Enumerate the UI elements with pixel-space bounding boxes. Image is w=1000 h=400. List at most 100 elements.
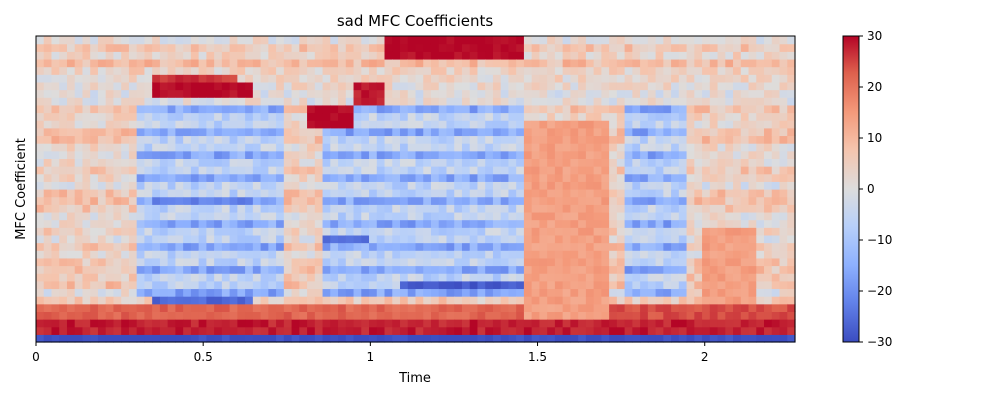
heatmap-cell xyxy=(539,51,548,60)
heatmap-cell xyxy=(585,319,595,328)
heatmap-cell xyxy=(392,135,401,144)
heatmap-cell xyxy=(400,280,409,290)
heatmap-cell xyxy=(276,311,285,320)
heatmap-cell xyxy=(516,280,525,290)
heatmap-cell xyxy=(771,311,781,320)
heatmap-cell xyxy=(353,189,362,198)
heatmap-cell xyxy=(508,173,517,182)
heatmap-cell xyxy=(82,89,91,98)
heatmap-cell xyxy=(97,74,107,83)
heatmap-cell xyxy=(136,280,146,290)
heatmap-cell xyxy=(554,273,564,282)
heatmap-cell xyxy=(345,326,355,335)
heatmap-cell xyxy=(671,280,680,290)
heatmap-cell xyxy=(632,97,641,106)
heatmap-cell xyxy=(686,143,695,152)
heatmap-cell xyxy=(82,334,91,343)
heatmap-cell xyxy=(578,173,587,182)
heatmap-cell xyxy=(121,227,130,236)
heatmap-cell xyxy=(531,211,541,221)
heatmap-cell xyxy=(461,319,471,328)
heatmap-cell xyxy=(376,296,386,305)
heatmap-cell xyxy=(291,58,300,68)
heatmap-cell xyxy=(183,120,192,129)
heatmap-cell xyxy=(175,143,184,152)
heatmap-cell xyxy=(113,288,122,297)
heatmap-cell xyxy=(415,234,424,244)
heatmap-cell xyxy=(492,234,502,244)
heatmap-cell xyxy=(446,303,455,312)
heatmap-cell xyxy=(121,219,130,228)
heatmap-cell xyxy=(369,143,378,152)
heatmap-cell xyxy=(51,135,60,144)
heatmap-cell xyxy=(245,273,254,282)
heatmap-cell xyxy=(585,196,595,205)
heatmap-cell xyxy=(733,43,742,52)
heatmap-cell xyxy=(523,89,533,98)
heatmap-cell xyxy=(632,319,641,328)
heatmap-cell xyxy=(74,196,84,205)
heatmap-cell xyxy=(353,211,362,221)
heatmap-cell xyxy=(585,97,595,106)
heatmap-cell xyxy=(97,81,107,91)
heatmap-cell xyxy=(454,242,463,251)
heatmap-cell xyxy=(764,265,773,274)
heatmap-cell xyxy=(585,66,595,75)
heatmap-cell xyxy=(694,135,703,144)
heatmap-cell xyxy=(702,112,711,121)
heatmap-cell xyxy=(338,280,347,290)
heatmap-cell xyxy=(717,204,726,213)
heatmap-cell xyxy=(671,66,680,75)
heatmap-cell xyxy=(59,204,68,213)
heatmap-cell xyxy=(190,36,200,45)
heatmap-cell xyxy=(516,319,525,328)
heatmap-cell xyxy=(167,280,176,290)
heatmap-cell xyxy=(97,112,107,121)
heatmap-cell xyxy=(446,166,455,175)
heatmap-cell xyxy=(198,112,207,121)
heatmap-cell xyxy=(647,334,657,343)
heatmap-cell xyxy=(454,166,463,175)
heatmap-cell xyxy=(128,211,138,221)
heatmap-cell xyxy=(183,150,192,159)
heatmap-cell xyxy=(717,219,726,228)
heatmap-cell xyxy=(330,296,339,305)
heatmap-cell xyxy=(90,112,99,121)
heatmap-cell xyxy=(82,166,91,175)
heatmap-cell xyxy=(36,242,45,251)
heatmap-cell xyxy=(237,303,246,312)
heatmap-cell xyxy=(82,234,91,244)
heatmap-cell xyxy=(585,296,595,305)
heatmap-cell xyxy=(423,296,432,305)
heatmap-cell xyxy=(461,127,471,137)
heatmap-cell xyxy=(539,334,548,343)
heatmap-cell xyxy=(245,211,254,221)
heatmap-cell xyxy=(66,280,76,290)
heatmap-cell xyxy=(376,104,386,114)
heatmap-cell xyxy=(516,242,525,251)
heatmap-cell xyxy=(237,51,246,60)
colorbar-tick-label: −20 xyxy=(867,284,892,298)
heatmap-cell xyxy=(338,120,347,129)
heatmap-cell xyxy=(237,280,246,290)
heatmap-cell xyxy=(601,227,610,236)
heatmap-cell xyxy=(748,204,757,213)
heatmap-cell xyxy=(330,242,339,251)
heatmap-cell xyxy=(198,219,207,228)
heatmap-cell xyxy=(585,43,595,52)
heatmap-cell xyxy=(508,158,517,167)
heatmap-cell xyxy=(159,319,169,328)
heatmap-cell xyxy=(82,150,91,159)
heatmap-cell xyxy=(407,257,417,267)
heatmap-cell xyxy=(136,196,146,205)
heatmap-cell xyxy=(152,89,161,98)
heatmap-cell xyxy=(578,58,587,68)
heatmap-cell xyxy=(531,120,541,129)
heatmap-cell xyxy=(671,97,680,106)
heatmap-cell xyxy=(252,127,262,137)
heatmap-cell xyxy=(446,89,455,98)
heatmap-cell xyxy=(655,189,664,198)
heatmap-cell xyxy=(764,296,773,305)
heatmap-cell xyxy=(702,150,711,159)
heatmap-cell xyxy=(229,127,238,137)
